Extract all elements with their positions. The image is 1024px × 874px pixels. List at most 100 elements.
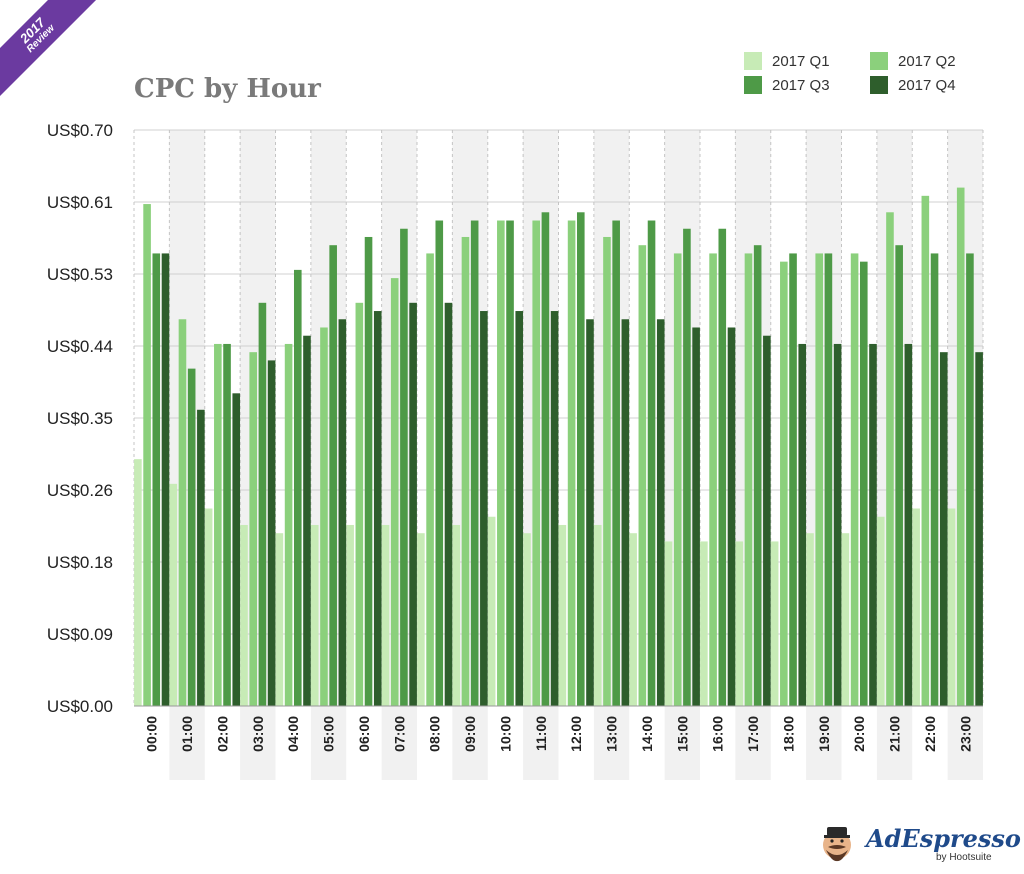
- y-tick-label: US$0.00: [47, 697, 113, 716]
- bar-q3-00:00: [152, 253, 161, 706]
- bar-q4-02:00: [232, 393, 241, 706]
- bar-q3-06:00: [364, 236, 373, 706]
- bar-q4-19:00: [833, 343, 842, 706]
- brand-byline: by Hootsuite: [936, 852, 992, 863]
- bar-q1-06:00: [346, 524, 354, 706]
- legend-item-q1: 2017 Q1: [744, 52, 870, 70]
- bar-q4-01:00: [197, 409, 205, 706]
- x-tick-label: 19:00: [816, 716, 832, 752]
- x-tick-label: 01:00: [179, 716, 195, 752]
- bar-q1-18:00: [770, 541, 779, 706]
- y-tick-label: US$0.53: [47, 265, 113, 284]
- legend: 2017 Q1 2017 Q2 2017 Q3 2017 Q4: [744, 52, 996, 94]
- x-tick-label: 04:00: [285, 716, 301, 752]
- bar-q1-12:00: [558, 524, 567, 706]
- x-tick-label: 13:00: [604, 716, 620, 752]
- legend-swatch-q3: [744, 76, 762, 94]
- legend-item-q2: 2017 Q2: [870, 52, 996, 70]
- x-tick-label: 18:00: [780, 716, 796, 752]
- brand-logo: AdEspresso by Hootsuite: [818, 822, 1021, 866]
- legend-item-q4: 2017 Q4: [870, 76, 996, 94]
- bar-q4-18:00: [798, 343, 807, 706]
- legend-label-q1: 2017 Q1: [772, 52, 830, 70]
- y-tick-label: US$0.70: [47, 121, 113, 140]
- y-tick-label: US$0.35: [47, 409, 113, 428]
- bar-q3-20:00: [859, 261, 868, 706]
- legend-label-q3: 2017 Q3: [772, 76, 830, 94]
- bar-q4-13:00: [621, 319, 630, 706]
- bar-q2-20:00: [850, 253, 859, 706]
- chart-title: CPC by Hour: [134, 74, 321, 104]
- x-tick-label: 22:00: [922, 716, 938, 752]
- bar-q3-21:00: [895, 245, 903, 706]
- x-tick-label: 06:00: [356, 716, 372, 752]
- bar-q2-17:00: [744, 253, 753, 706]
- bar-q2-07:00: [390, 278, 399, 706]
- bar-q1-08:00: [417, 533, 425, 706]
- bar-q1-19:00: [806, 533, 814, 706]
- bar-q3-12:00: [576, 212, 585, 707]
- bar-q3-17:00: [753, 245, 762, 706]
- bar-q3-13:00: [612, 220, 620, 706]
- bar-q2-21:00: [886, 212, 894, 707]
- bar-q4-15:00: [692, 327, 700, 706]
- bar-q2-06:00: [355, 302, 364, 706]
- legend-swatch-q4: [870, 76, 888, 94]
- bar-q3-16:00: [718, 228, 727, 706]
- bar-q1-22:00: [912, 508, 920, 706]
- y-tick-label: US$0.61: [47, 193, 113, 212]
- bar-q4-05:00: [338, 319, 347, 706]
- bar-q2-09:00: [461, 236, 470, 706]
- bar-q4-14:00: [656, 319, 665, 706]
- bar-q4-17:00: [763, 335, 771, 706]
- bar-q3-18:00: [789, 253, 797, 706]
- x-tick-label: 09:00: [462, 716, 478, 752]
- x-tick-label: 05:00: [321, 716, 337, 752]
- bar-q2-23:00: [956, 187, 965, 707]
- bar-q4-16:00: [727, 327, 736, 706]
- legend-label-q4: 2017 Q4: [898, 76, 956, 94]
- x-tick-label: 07:00: [391, 716, 407, 752]
- bar-q2-03:00: [249, 352, 258, 706]
- bar-q4-07:00: [409, 302, 417, 706]
- bar-q1-10:00: [487, 516, 496, 706]
- bar-q2-22:00: [921, 195, 930, 707]
- bar-q2-12:00: [567, 220, 576, 706]
- bar-q4-06:00: [373, 311, 382, 706]
- bar-q2-04:00: [284, 343, 293, 706]
- legend-swatch-q1: [744, 52, 762, 70]
- bar-q2-18:00: [780, 261, 788, 706]
- bar-q2-16:00: [709, 253, 717, 706]
- x-tick-label: 11:00: [533, 716, 549, 751]
- brand-name: AdEspresso: [866, 824, 1021, 853]
- bar-q1-15:00: [664, 541, 673, 706]
- bar-q2-19:00: [815, 253, 824, 706]
- legend-swatch-q2: [870, 52, 888, 70]
- bar-q2-15:00: [673, 253, 682, 706]
- bar-q4-03:00: [267, 360, 276, 706]
- bar-q3-23:00: [966, 253, 974, 706]
- mascot-icon: [823, 827, 851, 862]
- bar-q4-21:00: [904, 343, 913, 706]
- bar-q1-00:00: [134, 459, 142, 706]
- bar-q4-10:00: [515, 311, 524, 706]
- bar-q2-13:00: [603, 236, 611, 706]
- bar-q4-09:00: [480, 311, 488, 706]
- bar-q1-21:00: [876, 516, 885, 706]
- bar-q1-17:00: [735, 541, 744, 706]
- bar-q4-00:00: [161, 253, 170, 706]
- bar-q3-14:00: [647, 220, 656, 706]
- bar-q2-05:00: [320, 327, 328, 706]
- bar-q4-08:00: [444, 302, 453, 706]
- x-tick-label: 15:00: [674, 716, 690, 752]
- bar-q2-08:00: [426, 253, 434, 706]
- bar-q3-22:00: [930, 253, 939, 706]
- x-tick-label: 21:00: [887, 716, 903, 752]
- bar-q3-08:00: [435, 220, 444, 706]
- x-tick-label: 14:00: [639, 716, 655, 752]
- bar-q4-20:00: [869, 343, 877, 706]
- x-tick-label: 20:00: [851, 716, 867, 752]
- bar-q1-05:00: [310, 524, 319, 706]
- x-tick-label: 03:00: [250, 716, 266, 752]
